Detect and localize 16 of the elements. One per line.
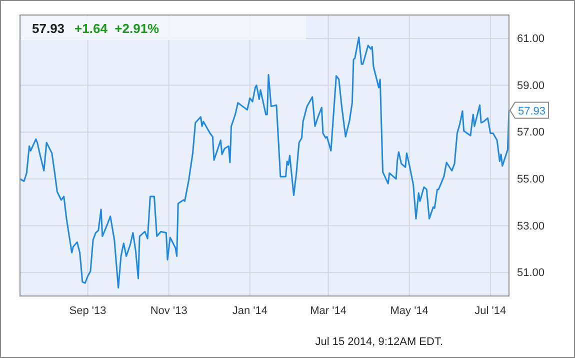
y-tick-label: 55.00 [517, 173, 545, 186]
y-tick-label: 57.00 [517, 126, 545, 139]
text: Jul 15 2014, 9:12AM EDT. [315, 336, 443, 348]
y-tick-label: 51.00 [517, 267, 545, 280]
text: +1.64 +2.91% [74, 21, 160, 36]
x-tick-label: May '14 [390, 304, 428, 317]
y-tick-label: 59.00 [517, 80, 545, 92]
x-tick-label: Jul '14 [474, 304, 506, 317]
x-tick-label: Nov '13 [150, 304, 188, 317]
x-tick-label: Jan '14 [232, 304, 268, 317]
y-tick-label: 53.00 [517, 220, 545, 232]
x-tick-label: Mar '14 [310, 304, 346, 317]
x-tick-label: Sep '13 [69, 304, 106, 317]
text: 57.93 [32, 21, 65, 36]
annotation: 57.93 [518, 105, 546, 118]
y-tick-label: 61.00 [517, 32, 545, 45]
